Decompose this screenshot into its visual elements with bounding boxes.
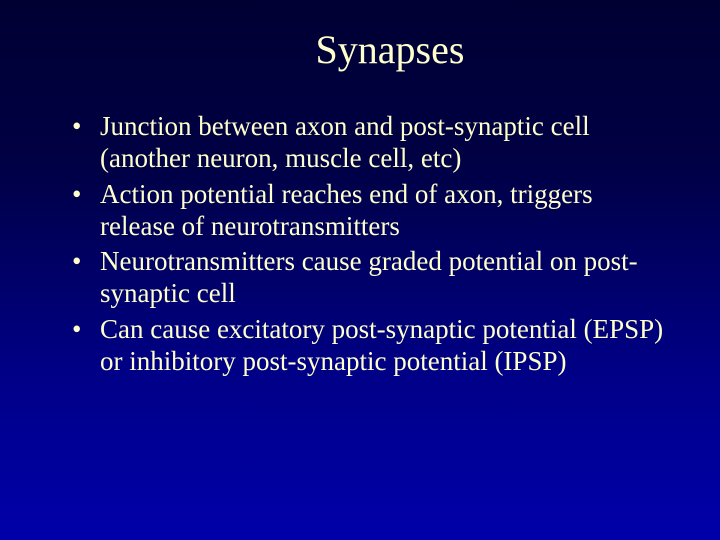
slide: Synapses Junction between axon and post-… [0,0,720,540]
slide-title: Synapses [48,26,672,73]
list-item: Action potential reaches end of axon, tr… [72,179,672,243]
list-item: Neurotransmitters cause graded potential… [72,246,672,310]
list-item: Junction between axon and post-synaptic … [72,111,672,175]
list-item: Can cause excitatory post-synaptic poten… [72,314,672,378]
bullet-list: Junction between axon and post-synaptic … [48,111,672,378]
